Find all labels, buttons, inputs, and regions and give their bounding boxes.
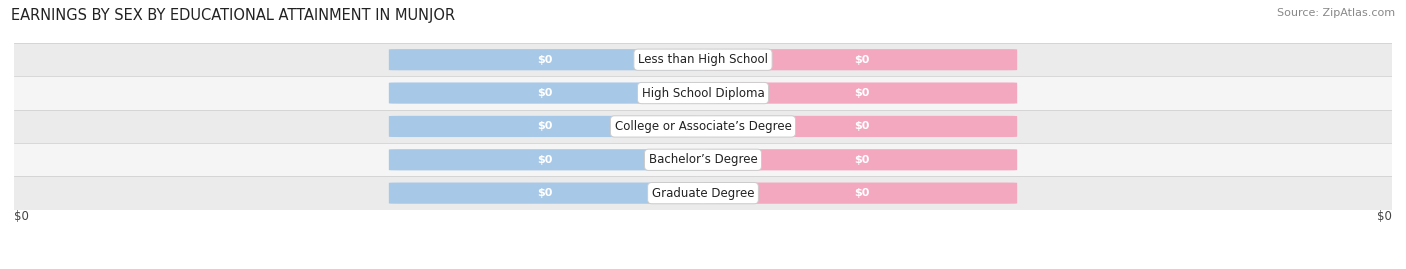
Text: $0: $0 (853, 155, 869, 165)
FancyBboxPatch shape (706, 49, 1017, 70)
Text: $0: $0 (537, 188, 553, 198)
Text: Graduate Degree: Graduate Degree (652, 187, 754, 200)
Text: $0: $0 (14, 210, 30, 224)
Bar (14, 110, 1392, 143)
Bar (14, 176, 1392, 210)
Text: EARNINGS BY SEX BY EDUCATIONAL ATTAINMENT IN MUNJOR: EARNINGS BY SEX BY EDUCATIONAL ATTAINMEN… (11, 8, 456, 23)
Text: High School Diploma: High School Diploma (641, 87, 765, 100)
Text: $0: $0 (1376, 210, 1392, 224)
Text: Source: ZipAtlas.com: Source: ZipAtlas.com (1277, 8, 1395, 18)
FancyBboxPatch shape (389, 83, 700, 104)
Text: $0: $0 (853, 88, 869, 98)
Bar (14, 43, 1392, 76)
FancyBboxPatch shape (706, 183, 1017, 204)
FancyBboxPatch shape (706, 149, 1017, 170)
Bar (14, 76, 1392, 110)
Bar (14, 143, 1392, 176)
FancyBboxPatch shape (706, 83, 1017, 104)
FancyBboxPatch shape (389, 116, 700, 137)
FancyBboxPatch shape (389, 49, 700, 70)
Text: Bachelor’s Degree: Bachelor’s Degree (648, 153, 758, 166)
FancyBboxPatch shape (389, 183, 700, 204)
Text: Less than High School: Less than High School (638, 53, 768, 66)
Text: $0: $0 (537, 121, 553, 132)
Text: College or Associate’s Degree: College or Associate’s Degree (614, 120, 792, 133)
Text: $0: $0 (537, 55, 553, 65)
FancyBboxPatch shape (389, 149, 700, 170)
Text: $0: $0 (853, 55, 869, 65)
Text: $0: $0 (853, 188, 869, 198)
Text: $0: $0 (853, 121, 869, 132)
Text: $0: $0 (537, 155, 553, 165)
Text: $0: $0 (537, 88, 553, 98)
FancyBboxPatch shape (706, 116, 1017, 137)
